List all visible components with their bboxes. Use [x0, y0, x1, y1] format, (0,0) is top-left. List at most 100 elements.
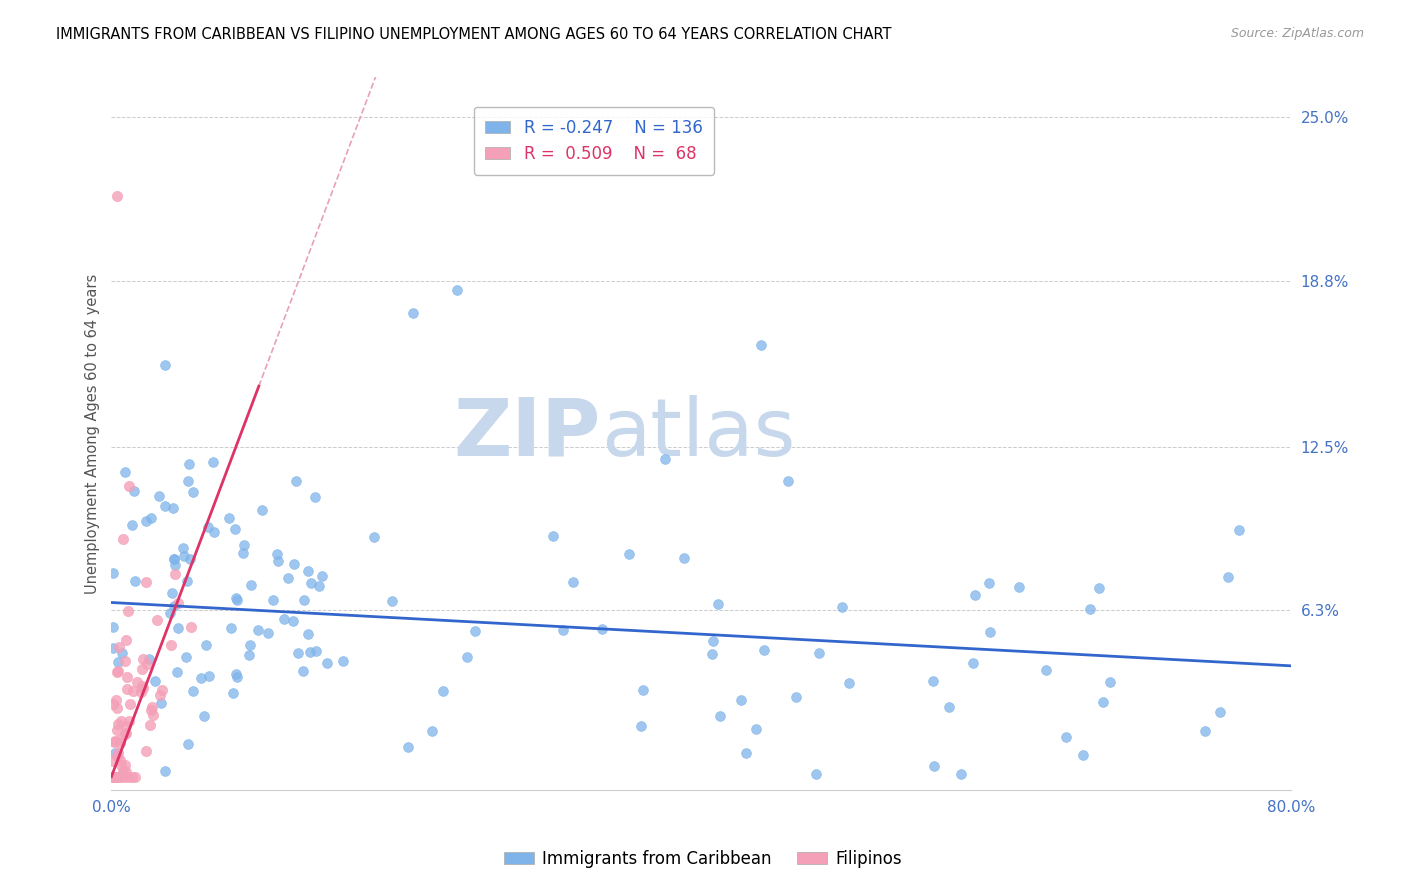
Point [246, 623, 269, 637]
Point [112, 767, 135, 781]
Point [297, 627, 319, 641]
Point [654, 452, 676, 467]
Point [831, 599, 853, 614]
Point [422, 723, 444, 738]
Point [105, 189, 128, 203]
Point [162, 500, 184, 515]
Point [122, 483, 145, 498]
Text: atlas: atlas [600, 394, 796, 473]
Point [112, 532, 135, 546]
Point [266, 547, 288, 561]
Point [672, 551, 695, 566]
Point [226, 670, 249, 684]
Point [107, 716, 129, 731]
Point [225, 593, 247, 607]
Point [257, 626, 280, 640]
Point [1209, 706, 1232, 720]
Point [381, 594, 404, 608]
Point [965, 588, 987, 602]
Point [107, 748, 129, 763]
Point [922, 674, 945, 689]
Point [778, 474, 800, 488]
Point [297, 565, 319, 579]
Point [104, 734, 127, 748]
Point [267, 554, 290, 568]
Point [145, 673, 167, 688]
Point [177, 457, 200, 471]
Point [103, 734, 125, 748]
Point [115, 633, 138, 648]
Point [232, 546, 254, 560]
Point [160, 638, 183, 652]
Point [104, 770, 127, 784]
Point [298, 645, 321, 659]
Point [233, 538, 256, 552]
Point [181, 484, 204, 499]
Point [273, 612, 295, 626]
Point [112, 764, 135, 778]
Point [129, 685, 152, 699]
Point [222, 686, 245, 700]
Point [218, 511, 240, 525]
Point [332, 654, 354, 668]
Point [105, 665, 128, 679]
Point [562, 574, 585, 589]
Point [631, 683, 654, 698]
Point [977, 575, 1000, 590]
Point [1071, 747, 1094, 762]
Point [135, 744, 157, 758]
Text: IMMIGRANTS FROM CARIBBEAN VS FILIPINO UNEMPLOYMENT AMONG AGES 60 TO 64 YEARS COR: IMMIGRANTS FROM CARIBBEAN VS FILIPINO UN… [56, 27, 891, 42]
Point [117, 714, 139, 728]
Point [118, 479, 141, 493]
Point [107, 770, 129, 784]
Point [193, 709, 215, 723]
Point [287, 646, 309, 660]
Point [1078, 602, 1101, 616]
Point [163, 558, 186, 573]
Point [135, 575, 157, 590]
Point [630, 718, 652, 732]
Point [838, 676, 860, 690]
Point [551, 623, 574, 637]
Point [105, 770, 128, 784]
Point [238, 648, 260, 662]
Point [165, 566, 187, 581]
Point [145, 613, 167, 627]
Point [114, 465, 136, 479]
Point [962, 656, 984, 670]
Point [110, 714, 132, 729]
Point [163, 552, 186, 566]
Point [167, 620, 190, 634]
Point [135, 514, 157, 528]
Point [709, 708, 731, 723]
Point [163, 599, 186, 614]
Point [979, 624, 1001, 639]
Point [166, 596, 188, 610]
Point [177, 474, 200, 488]
Point [1194, 723, 1216, 738]
Point [105, 770, 128, 784]
Point [617, 547, 640, 561]
Point [141, 699, 163, 714]
Point [591, 623, 613, 637]
Point [173, 549, 195, 563]
Point [139, 718, 162, 732]
Legend: R = -0.247    N = 136, R =  0.509    N =  68: R = -0.247 N = 136, R = 0.509 N = 68 [474, 107, 714, 175]
Point [785, 690, 807, 705]
Point [153, 358, 176, 372]
Point [316, 657, 339, 671]
Point [277, 571, 299, 585]
Point [104, 770, 127, 784]
Point [299, 576, 322, 591]
Point [1218, 570, 1240, 584]
Point [112, 770, 135, 784]
Point [541, 528, 564, 542]
Point [108, 754, 131, 768]
Point [138, 652, 160, 666]
Point [751, 338, 773, 352]
Point [446, 284, 468, 298]
Text: Source: ZipAtlas.com: Source: ZipAtlas.com [1230, 27, 1364, 40]
Point [700, 647, 723, 661]
Text: ZIP: ZIP [454, 394, 600, 473]
Point [101, 620, 124, 634]
